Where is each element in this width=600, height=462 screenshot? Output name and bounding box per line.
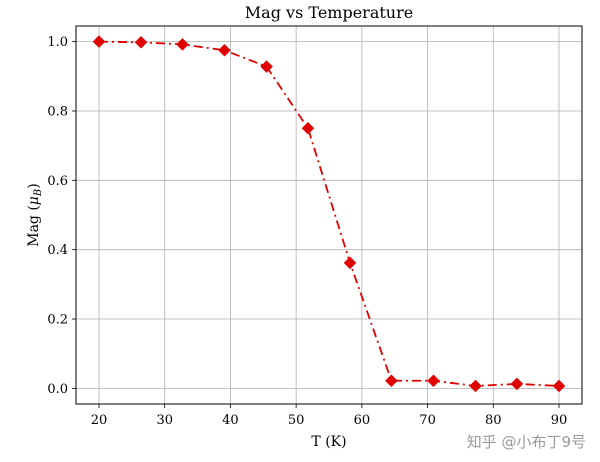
data-point-marker xyxy=(343,256,357,270)
watermark: 知乎 @小布丁9号 xyxy=(466,433,586,451)
data-point-marker xyxy=(427,374,440,388)
x-tick-label: 30 xyxy=(156,413,173,428)
series-group xyxy=(92,35,566,393)
series-line xyxy=(98,40,560,387)
data-point-marker xyxy=(92,35,106,48)
y-axis-label-close: ) xyxy=(26,183,42,188)
x-tick-label: 90 xyxy=(551,413,568,428)
x-tick-label: 70 xyxy=(419,413,436,428)
y-tick-label: 0.4 xyxy=(47,243,68,258)
grid-lines xyxy=(76,26,582,404)
data-point-marker xyxy=(510,377,524,391)
y-tick-label: 0.6 xyxy=(47,174,68,189)
data-point-marker xyxy=(260,60,273,73)
y-tick-label: 0.8 xyxy=(47,104,68,119)
y-tick-label: 1.0 xyxy=(47,35,68,50)
y-axis-label-main: Mag ( xyxy=(26,205,42,247)
data-point-marker xyxy=(301,121,315,135)
data-point-marker xyxy=(552,379,566,393)
data-point-marker xyxy=(469,379,482,393)
x-tick-label: 20 xyxy=(91,413,108,428)
y-ticks: 0.0 0.2 0.4 0.6 0.8 1.0 xyxy=(47,35,76,397)
y-tick-label: 0.2 xyxy=(47,313,68,328)
x-axis-label: T (K) xyxy=(311,434,346,450)
y-tick-label: 0.0 xyxy=(47,382,68,397)
x-tick-label: 60 xyxy=(354,413,371,428)
data-point-marker xyxy=(134,35,148,49)
data-point-marker xyxy=(385,374,398,388)
data-point-marker xyxy=(218,43,231,57)
x-tick-label: 80 xyxy=(485,413,502,428)
x-ticks: 20 30 40 50 60 70 80 90 xyxy=(91,404,568,428)
x-tick-label: 40 xyxy=(222,413,239,428)
y-axis-label-mu: μ xyxy=(26,196,42,205)
y-axis-label: Mag (μB) xyxy=(26,183,44,247)
y-axis-label-sub: B xyxy=(33,189,44,197)
data-point-marker xyxy=(176,38,189,51)
chart-title: Mag vs Temperature xyxy=(245,3,413,22)
x-tick-label: 50 xyxy=(288,413,305,428)
plot-frame xyxy=(75,25,583,405)
